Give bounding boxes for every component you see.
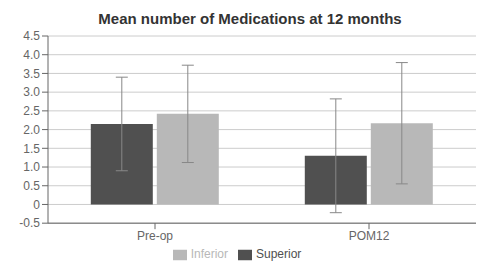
html-text:Inferior: Inferior: [190, 247, 228, 262]
html-text:Mean number of Medications at: Mean number of Medications at 12 months: [98, 10, 402, 27]
svg-text:4.0: 4.0: [23, 48, 40, 62]
svg-text:1.5: 1.5: [23, 142, 40, 156]
svg-text:-0.5: -0.5: [19, 216, 40, 230]
svg-text:2.5: 2.5: [23, 104, 40, 118]
svg-text:4.5: 4.5: [23, 30, 40, 43]
svg-text:3.5: 3.5: [23, 67, 40, 81]
svg-text:1.0: 1.0: [23, 160, 40, 174]
svg-text:POM12: POM12: [349, 229, 390, 243]
svg-text:2.0: 2.0: [23, 123, 40, 137]
svg-text:0.5: 0.5: [23, 179, 40, 193]
svg-text:3.0: 3.0: [23, 85, 40, 99]
svg-text:Pre-op: Pre-op: [137, 229, 173, 243]
svg-text:0: 0: [33, 198, 40, 212]
html-text:Superior: Superior: [256, 247, 302, 262]
